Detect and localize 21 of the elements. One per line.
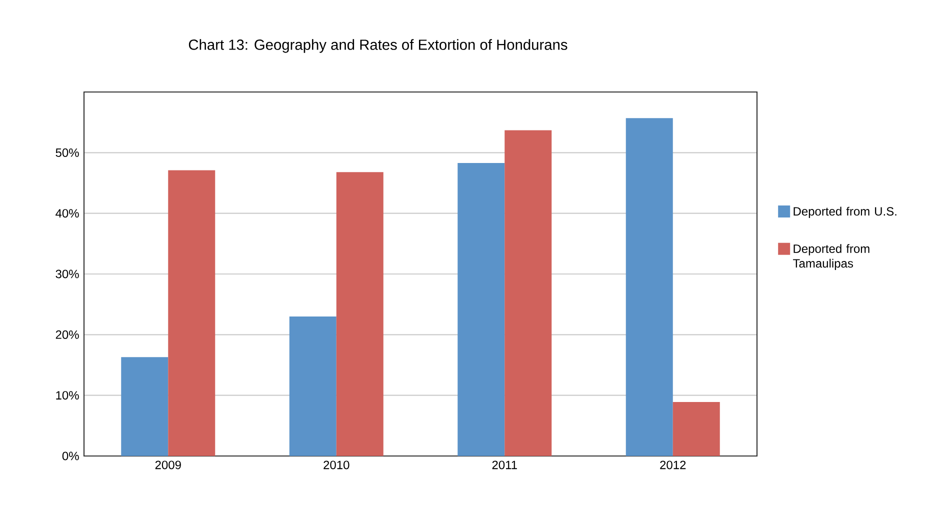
legend-label: Deported from Tamaulipas [793, 244, 870, 270]
y-tick-label: 0% [62, 452, 79, 460]
x-tick-label: 2012 [660, 460, 686, 470]
bar [458, 162, 505, 456]
y-tick-label: 20% [56, 330, 79, 339]
bar [121, 357, 168, 456]
bar [504, 130, 552, 456]
bar [672, 402, 720, 456]
y-tick-label: 10% [56, 391, 79, 400]
bar [289, 316, 336, 456]
bar [336, 172, 384, 456]
chart-title: Chart 13: Geography and Rates of Extortion of Hondurans [188, 39, 568, 53]
y-tick-label: 50% [56, 148, 79, 157]
x-tick-label: 2010 [324, 460, 350, 470]
y-tick-label: 40% [56, 209, 79, 218]
legend-label: Deported from U.S. [794, 206, 896, 218]
bar [626, 118, 673, 456]
x-tick-label: 2009 [155, 460, 181, 470]
y-tick-label: 30% [56, 270, 79, 278]
x-tick-label: 2011 [492, 460, 517, 470]
bar [168, 170, 216, 456]
